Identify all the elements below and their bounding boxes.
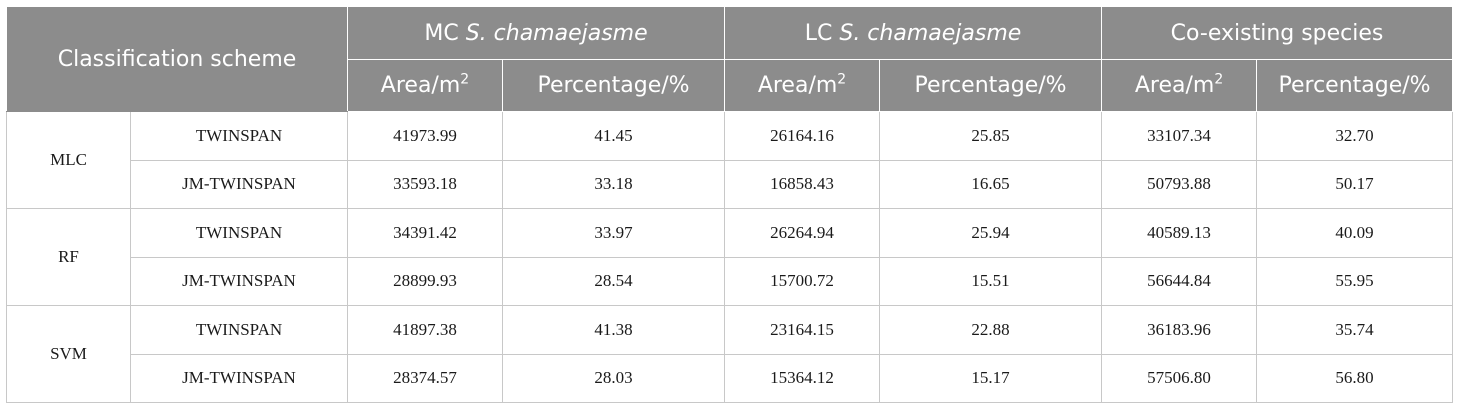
classification-scheme-header: Classification scheme xyxy=(6,6,348,112)
value-cell: 56644.84 xyxy=(1101,256,1258,306)
value-cell: 40589.13 xyxy=(1101,208,1258,258)
value-cell: 33107.34 xyxy=(1101,111,1258,161)
value-cell: 34391.42 xyxy=(347,208,503,258)
value-cell: 15.51 xyxy=(879,256,1103,306)
lc-group-header: LC S. chamaejasme xyxy=(724,6,1103,60)
table-row: RF TWINSPAN 34391.42 33.97 26264.94 25.9… xyxy=(6,208,1454,306)
value-cell: 33.18 xyxy=(501,159,726,209)
table-row: MLC TWINSPAN 41973.99 41.45 26164.16 25.… xyxy=(6,111,1454,209)
area-unit-superscript: 2 xyxy=(1214,71,1224,88)
value-cell: 41973.99 xyxy=(347,111,503,161)
method-cell: JM-TWINSPAN xyxy=(130,353,348,403)
value-cell: 55.95 xyxy=(1256,256,1454,306)
method-cell: TWINSPAN xyxy=(130,208,348,258)
mc-group-prefix: MC xyxy=(424,20,466,46)
value-cell: 28.54 xyxy=(501,256,726,306)
value-cell: 33.97 xyxy=(501,208,726,258)
percentage-header: Percentage/% xyxy=(501,59,726,112)
value-cell: 26264.94 xyxy=(724,208,881,258)
mc-group-header: MC S. chamaejasme xyxy=(346,6,726,60)
value-cell: 25.85 xyxy=(879,111,1103,161)
value-cell: 15700.72 xyxy=(724,256,881,306)
value-cell: 41.38 xyxy=(501,305,726,355)
area-header: Area/m2 xyxy=(1101,59,1258,112)
value-cell: 15.17 xyxy=(879,353,1103,403)
table-header: Classification scheme MC S. chamaejasme … xyxy=(6,6,1454,112)
table-row: JM-TWINSPAN 28374.57 28.03 15364.12 15.1… xyxy=(7,353,1454,403)
value-cell: 25.94 xyxy=(879,208,1103,258)
table-body: MLC TWINSPAN 41973.99 41.45 26164.16 25.… xyxy=(6,111,1454,403)
area-label: Area/m xyxy=(757,73,838,98)
value-cell: 22.88 xyxy=(879,305,1103,355)
percentage-header: Percentage/% xyxy=(879,59,1103,112)
mc-group-species: S. chamaejasme xyxy=(465,20,648,46)
scheme-cell: RF xyxy=(6,208,131,306)
area-label: Area/m xyxy=(380,73,461,98)
area-label: Area/m xyxy=(1134,73,1215,98)
method-cell: JM-TWINSPAN xyxy=(130,159,348,209)
scheme-cell: SVM xyxy=(6,305,131,403)
scheme-cell: MLC xyxy=(6,111,131,209)
value-cell: 33593.18 xyxy=(347,159,503,209)
area-unit-superscript: 2 xyxy=(460,71,470,88)
value-cell: 36183.96 xyxy=(1101,305,1258,355)
table-row: JM-TWINSPAN 28899.93 28.54 15700.72 15.5… xyxy=(7,256,1454,306)
value-cell: 15364.12 xyxy=(724,353,881,403)
value-cell: 32.70 xyxy=(1256,111,1454,161)
results-table: Classification scheme MC S. chamaejasme … xyxy=(6,6,1454,403)
value-cell: 16.65 xyxy=(879,159,1103,209)
value-cell: 57506.80 xyxy=(1101,353,1258,403)
coexisting-group-prefix: Co-existing species xyxy=(1170,20,1384,46)
value-cell: 23164.15 xyxy=(724,305,881,355)
table-row: SVM TWINSPAN 41897.38 41.38 23164.15 22.… xyxy=(6,305,1454,403)
value-cell: 28374.57 xyxy=(347,353,503,403)
value-cell: 40.09 xyxy=(1256,208,1454,258)
value-cell: 16858.43 xyxy=(724,159,881,209)
method-cell: TWINSPAN xyxy=(130,111,348,161)
coexisting-group-header: Co-existing species xyxy=(1101,6,1454,60)
lc-group-species: S. chamaejasme xyxy=(839,20,1022,46)
method-cell: JM-TWINSPAN xyxy=(130,256,348,306)
value-cell: 35.74 xyxy=(1256,305,1454,355)
lc-group-prefix: LC xyxy=(804,20,840,46)
value-cell: 41897.38 xyxy=(347,305,503,355)
value-cell: 28.03 xyxy=(501,353,726,403)
value-cell: 50793.88 xyxy=(1101,159,1258,209)
value-cell: 26164.16 xyxy=(724,111,881,161)
value-cell: 41.45 xyxy=(501,111,726,161)
area-header: Area/m2 xyxy=(724,59,881,112)
value-cell: 50.17 xyxy=(1256,159,1454,209)
value-cell: 56.80 xyxy=(1256,353,1454,403)
area-header: Area/m2 xyxy=(347,59,503,112)
value-cell: 28899.93 xyxy=(347,256,503,306)
method-cell: TWINSPAN xyxy=(130,305,348,355)
table-row: JM-TWINSPAN 33593.18 33.18 16858.43 16.6… xyxy=(7,159,1454,209)
percentage-header: Percentage/% xyxy=(1256,59,1454,112)
area-unit-superscript: 2 xyxy=(837,71,847,88)
